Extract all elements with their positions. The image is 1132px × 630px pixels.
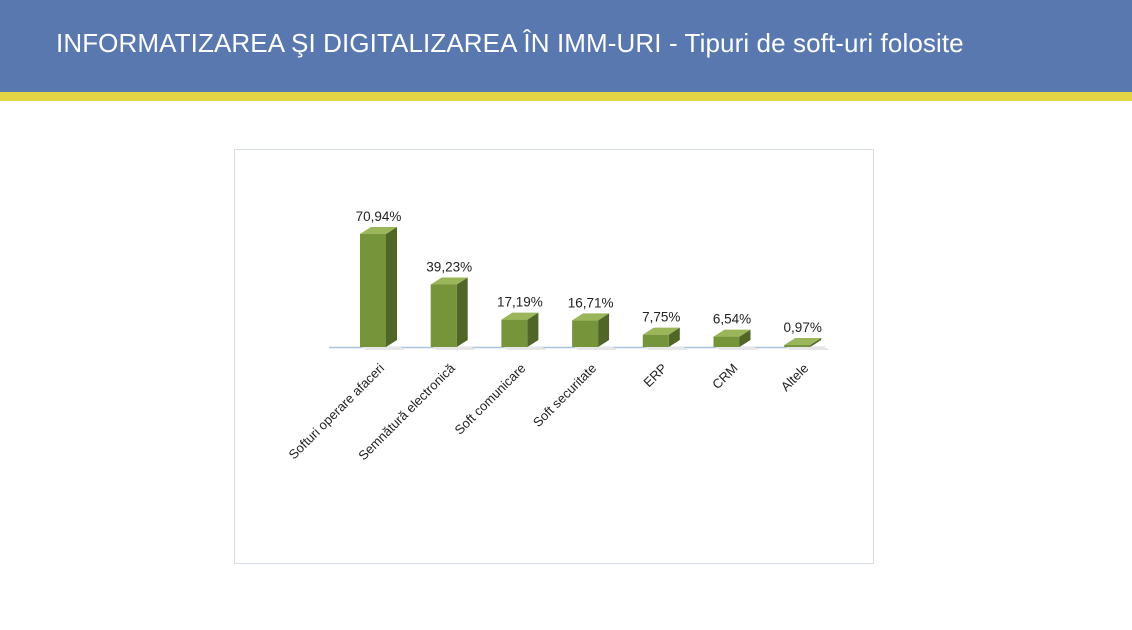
- bar: [713, 336, 740, 347]
- bar-shadow: [432, 347, 476, 350]
- bar-side: [810, 338, 822, 347]
- bar-shadow: [786, 347, 830, 350]
- data-label: 17,19%: [497, 295, 543, 310]
- bar-chart: 70,94%Softuri operare afaceri39,23%Semnă…: [286, 209, 830, 463]
- data-label: 0,97%: [784, 320, 822, 335]
- bar-side: [386, 227, 397, 347]
- data-label: 16,71%: [568, 295, 614, 310]
- bar-top: [642, 327, 680, 335]
- slide-title-sub: - Tipuri de soft-uri folosite: [661, 28, 964, 58]
- data-label: 70,94%: [356, 209, 402, 224]
- chart-frame: 70,94% Softuri operare afaceri 39,23% Semnă…: [234, 149, 874, 564]
- bar-side: [456, 277, 468, 347]
- category-label: ERP: [640, 361, 670, 391]
- bar: [642, 334, 669, 347]
- data-label: 39,23%: [426, 260, 472, 275]
- category-label: CRM: [709, 361, 741, 393]
- bar-top: [713, 329, 751, 337]
- bar: [784, 345, 811, 347]
- slide-header: [0, 0, 1132, 92]
- category-label: Soft securitate: [530, 361, 599, 430]
- bar-shadow: [574, 347, 618, 350]
- bar-top: [430, 277, 468, 285]
- bar-shadow: [362, 347, 405, 350]
- bar-top: [501, 312, 539, 320]
- bar: [430, 284, 457, 347]
- category-label: Altele: [778, 361, 812, 395]
- bar-side: [668, 327, 680, 347]
- bar-top: [360, 227, 397, 234]
- bar-top: [572, 313, 610, 321]
- bar: [360, 234, 386, 347]
- bar-side: [527, 312, 539, 347]
- slide-title-main: INFORMATIZAREA ŞI DIGITALIZAREA ÎN IMM-U…: [56, 28, 662, 58]
- header-accent-stripe: [0, 92, 1132, 101]
- bar-shadow: [644, 347, 688, 350]
- data-label: 7,75%: [642, 310, 680, 325]
- bar: [501, 319, 528, 347]
- slide-title: INFORMATIZAREA ŞI DIGITALIZAREA ÎN IMM-U…: [56, 28, 964, 59]
- data-label: 6,54%: [713, 312, 751, 327]
- bar-shadow: [715, 347, 759, 350]
- bar-side: [598, 313, 610, 347]
- bar-shadow: [503, 347, 547, 350]
- bar: [572, 320, 599, 347]
- category-label: Soft comunicare: [451, 361, 528, 438]
- bar-side: [739, 329, 751, 347]
- bar-top: [784, 338, 822, 345]
